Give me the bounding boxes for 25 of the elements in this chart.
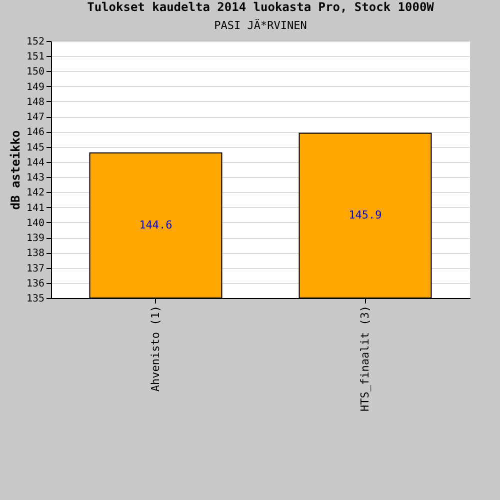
x-tick-label: HTS_finaalit (3)	[358, 306, 372, 412]
y-tick-label: 148	[26, 96, 44, 108]
y-tick-label: 142	[26, 188, 44, 199]
y-tick-label: 150	[26, 66, 44, 78]
y-tick-label: 143	[26, 172, 44, 184]
y-tick-label: 141	[26, 202, 44, 214]
y-tick-label: 138	[26, 248, 44, 260]
y-tick-label: 144	[26, 157, 44, 168]
chart-title: Tulokset kaudelta 2014 luokasta Pro, Stock 1000W	[87, 0, 435, 14]
y-tick-label: 149	[26, 82, 44, 93]
y-tick-label: 139	[26, 233, 44, 244]
data-label: 145.9	[348, 208, 382, 222]
y-tick-label: 135	[26, 294, 44, 304]
y-tick-label: 152	[26, 36, 44, 48]
x-tick-label: Ahvenisto (1)	[148, 306, 162, 392]
y-tick-label: 137	[26, 263, 44, 274]
y-tick-label: 151	[26, 52, 44, 63]
y-tick-label: 136	[26, 278, 44, 290]
chart-subtitle: PASI JÄ*RVINEN	[214, 18, 307, 32]
y-tick-label: 140	[26, 218, 44, 229]
y-axis-title: dB asteikko	[8, 130, 22, 210]
y-tick-label: 146	[26, 127, 44, 138]
y-tick-label: 145	[26, 142, 44, 154]
y-tick-label: 147	[26, 112, 44, 124]
data-label: 144.6	[139, 218, 172, 232]
